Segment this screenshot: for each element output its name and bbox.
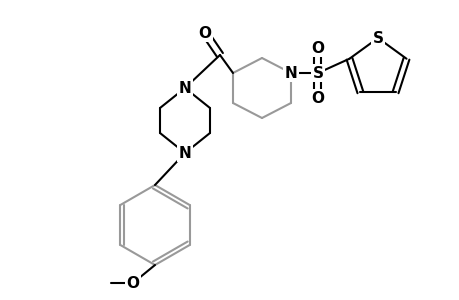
Text: N: N [178,80,191,95]
Text: O: O [126,275,139,290]
Text: O: O [311,40,324,56]
Text: N: N [284,65,297,80]
Text: N: N [178,146,191,160]
Text: S: S [372,31,383,46]
Text: O: O [198,26,211,40]
Text: O: O [311,91,324,106]
Text: S: S [312,65,323,80]
